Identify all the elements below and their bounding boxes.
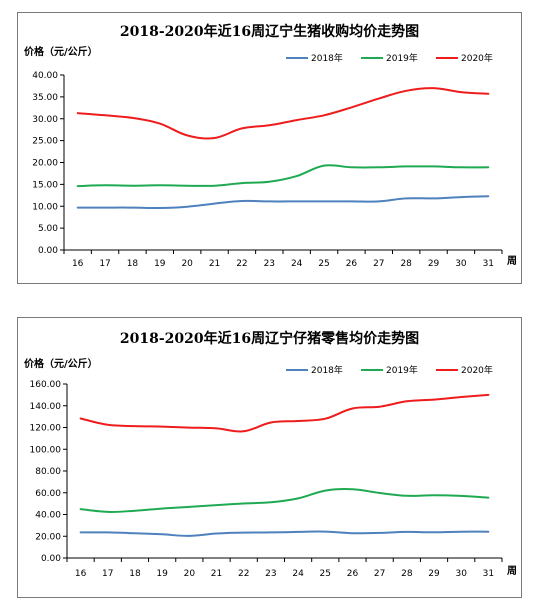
x-tick-label: 30 [455, 569, 467, 579]
x-tick-label: 19 [156, 569, 168, 579]
x-tick-label: 20 [184, 569, 196, 579]
x-tick-label: 26 [346, 259, 358, 269]
x-tick-label: 16 [75, 569, 87, 579]
x-tick-label: 21 [209, 259, 220, 269]
y-tick-label: 60.00 [35, 489, 61, 499]
x-tick-label: 21 [211, 569, 222, 579]
y-tick-label: 35.00 [32, 93, 58, 103]
y-axis-label: 价格（元/公斤） [24, 357, 98, 370]
x-tick-label: 19 [154, 259, 166, 269]
x-tick-label: 24 [292, 569, 304, 579]
x-tick-label: 23 [265, 569, 276, 579]
y-tick-label: 5.00 [38, 224, 58, 234]
x-tick-label: 20 [181, 259, 193, 269]
x-tick-label: 28 [400, 259, 412, 269]
series-line-2019年 [79, 487, 490, 513]
chart-title: 2018-2020年近16周辽宁仔猪零售均价走势图 [120, 330, 419, 347]
pig-purchase-price-chart: 2018-2020年近16周辽宁生猪收购均价走势图价格（元/公斤） 0.00 5.0… [17, 12, 522, 284]
x-tick-label: 27 [373, 259, 384, 269]
y-tick-label: 40.00 [32, 71, 58, 81]
legend-label: 2018年 [311, 52, 343, 64]
x-tick-label: 28 [401, 569, 413, 579]
x-tick-label: 26 [347, 569, 359, 579]
y-tick-label: 15.00 [32, 180, 58, 190]
series-line-2020年 [76, 87, 490, 140]
legend-label: 2019年 [386, 364, 418, 376]
legend-label: 2019年 [386, 52, 418, 64]
x-tick-label: 25 [318, 259, 329, 269]
x-axis-unit-label: 周 [507, 565, 517, 577]
x-tick-label: 22 [236, 259, 247, 269]
x-tick-label: 31 [483, 259, 494, 269]
x-tick-label: 23 [264, 259, 275, 269]
series-line-2018年 [76, 195, 490, 210]
x-tick-label: 30 [455, 259, 467, 269]
y-tick-label: 40.00 [35, 511, 61, 521]
y-tick-label: 30.00 [32, 115, 58, 125]
y-tick-label: 0.00 [38, 246, 58, 256]
y-tick-label: 20.00 [32, 159, 58, 169]
chart-title: 2018-2020年近16周辽宁生猪收购均价走势图 [120, 23, 419, 40]
piglet-retail-price-chart: 2018-2020年近16周辽宁仔猪零售均价走势图价格（元/公斤） 0.00 20.… [17, 317, 522, 598]
x-tick-label: 29 [428, 259, 440, 269]
x-tick-label: 18 [127, 259, 139, 269]
legend-label: 2020年 [461, 52, 493, 64]
x-tick-label: 25 [320, 569, 331, 579]
x-tick-label: 27 [374, 569, 385, 579]
y-tick-label: 10.00 [32, 202, 58, 212]
series-line-2018年 [79, 530, 490, 537]
x-axis-unit-label: 周 [507, 255, 517, 267]
x-tick-label: 24 [291, 259, 303, 269]
legend-label: 2020年 [461, 364, 493, 376]
x-tick-label: 17 [102, 569, 113, 579]
x-tick-label: 29 [428, 569, 440, 579]
series-line-2019年 [76, 164, 490, 188]
y-axis-label: 价格（元/公斤） [24, 45, 98, 58]
y-tick-label: 20.00 [35, 532, 61, 542]
y-tick-label: 0.00 [41, 554, 61, 564]
y-tick-label: 140.00 [30, 402, 62, 412]
y-tick-label: 80.00 [35, 467, 61, 477]
series-line-2020年 [79, 393, 490, 433]
x-tick-label: 31 [483, 569, 494, 579]
y-tick-label: 160.00 [30, 380, 62, 390]
legend-label: 2018年 [311, 364, 343, 376]
x-tick-label: 16 [72, 259, 84, 269]
y-tick-label: 25.00 [32, 137, 58, 147]
x-tick-label: 22 [238, 569, 249, 579]
x-tick-label: 17 [99, 259, 110, 269]
x-tick-label: 18 [129, 569, 141, 579]
y-tick-label: 120.00 [30, 424, 62, 434]
y-tick-label: 100.00 [30, 445, 62, 455]
